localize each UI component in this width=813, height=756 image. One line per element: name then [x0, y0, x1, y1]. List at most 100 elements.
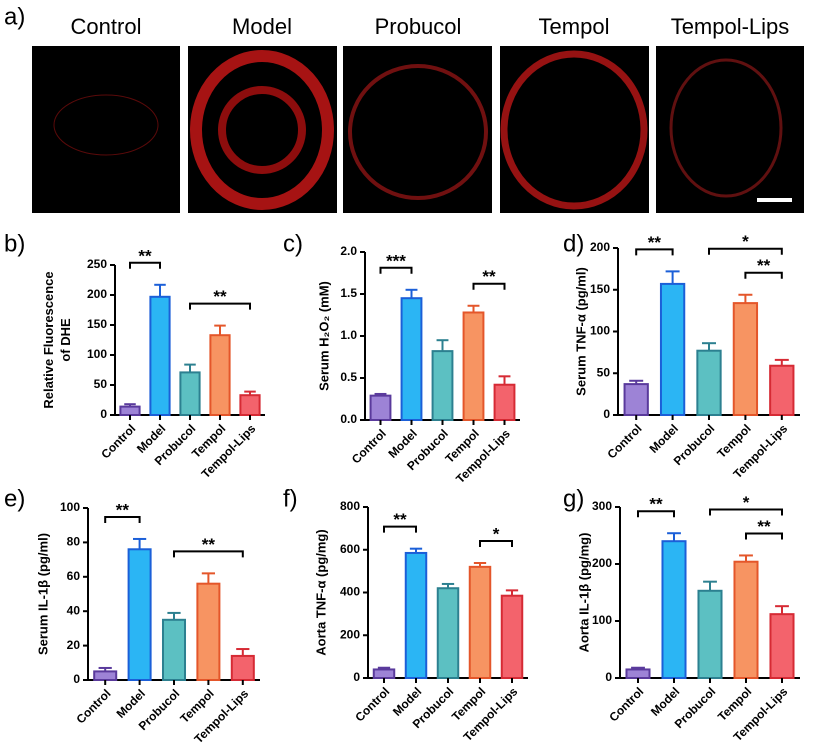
bar	[697, 589, 723, 679]
y-tick-label: 20	[67, 638, 81, 652]
tissue	[348, 64, 488, 200]
y-axis-title: Serum TNF-α (pg/ml)	[573, 267, 588, 396]
y-tick-label: 100	[590, 324, 610, 338]
significance-label: **	[116, 500, 130, 519]
y-tick-label: 200	[592, 556, 612, 570]
significance-bracket	[173, 550, 244, 558]
micrograph	[656, 46, 804, 213]
y-tick-label: 100	[592, 613, 612, 627]
y-tick-label: 150	[87, 317, 107, 331]
bar	[431, 350, 454, 421]
bar	[769, 613, 795, 679]
y-tick-label: 0	[73, 672, 80, 686]
y-axis-title: of DHE	[58, 318, 73, 362]
y-tick-label: 0	[603, 407, 610, 421]
y-axis-title: Serum IL-1β (pg/ml)	[35, 533, 50, 655]
bar	[93, 670, 118, 682]
micrographs	[32, 46, 804, 213]
panel-label: d)	[563, 230, 584, 257]
significance-label: *	[493, 524, 500, 543]
tissue	[53, 94, 159, 156]
significance-bracket	[104, 515, 141, 523]
significance-bracket	[479, 540, 513, 548]
x-tick-label: Model	[648, 684, 682, 718]
y-tick-label: 0	[353, 670, 360, 684]
y-tick-label: 50	[94, 377, 108, 391]
bar	[769, 364, 795, 416]
bar	[500, 594, 524, 679]
y-axis-title: Serum H₂O₂ (mM)	[316, 281, 331, 391]
bar	[127, 548, 152, 682]
y-tick-label: 60	[67, 569, 81, 583]
bar	[732, 302, 759, 416]
tissue	[500, 50, 648, 210]
bar	[623, 383, 649, 417]
y-axis-title: Aorta TNF-α (pg/mg)	[313, 529, 328, 655]
bar	[209, 334, 231, 417]
y-tick-label: 800	[340, 499, 360, 513]
significance-label: *	[743, 493, 750, 512]
bar	[119, 405, 141, 417]
significance-bracket	[744, 271, 783, 279]
x-tick-label: Control	[74, 686, 114, 726]
significance-label: **	[757, 517, 771, 536]
panel-label: c)	[283, 230, 303, 257]
bar	[661, 540, 687, 680]
y-tick-label: 200	[340, 627, 360, 641]
y-tick-label: 100	[87, 347, 107, 361]
significance-label: **	[482, 267, 496, 286]
y-axis-title: Relative Fluorescence	[41, 271, 56, 408]
significance-bracket	[637, 510, 675, 518]
y-tick-label: 250	[87, 257, 107, 271]
y-tick-label: 200	[590, 240, 610, 254]
bar	[400, 297, 423, 422]
bar	[733, 560, 759, 679]
image-label: Probucol	[375, 14, 462, 39]
significance-bracket	[708, 247, 783, 255]
panel-label: e)	[4, 485, 25, 512]
tissue	[669, 58, 783, 198]
significance-label: **	[649, 495, 663, 514]
x-tick-label: Control	[98, 421, 138, 461]
image-label: Model	[232, 14, 292, 39]
significance-label: **	[648, 233, 662, 252]
image-label: Tempol-Lips	[671, 14, 790, 39]
micrograph	[32, 46, 180, 213]
x-tick-label: Control	[352, 684, 392, 724]
y-tick-label: 100	[60, 500, 80, 514]
panel-label: a)	[4, 3, 25, 30]
y-tick-label: 1.0	[340, 328, 357, 342]
significance-bracket	[379, 266, 413, 274]
bar	[230, 654, 255, 681]
y-tick-label: 150	[590, 282, 610, 296]
bar	[659, 282, 686, 416]
bar	[404, 551, 428, 679]
y-axis-title: Aorta IL-1β (pg/mg)	[576, 533, 591, 653]
significance-bracket	[189, 302, 251, 310]
y-tick-label: 50	[597, 365, 611, 379]
y-tick-label: 40	[67, 603, 81, 617]
significance-bracket	[472, 282, 506, 290]
bar	[179, 371, 201, 416]
panel-label: f)	[283, 485, 298, 512]
tissue	[218, 86, 306, 174]
x-tick-label: Control	[605, 421, 645, 461]
x-tick-label: Control	[606, 684, 646, 724]
tissue	[190, 50, 334, 210]
y-tick-label: 0	[100, 407, 107, 421]
significance-label: **	[757, 256, 771, 275]
bar	[196, 582, 221, 681]
significance-label: **	[202, 535, 216, 554]
micrograph	[188, 46, 337, 213]
y-tick-label: 0.5	[340, 370, 357, 384]
y-tick-label: 80	[67, 535, 81, 549]
significance-label: **	[393, 510, 407, 529]
significance-bracket	[709, 508, 783, 516]
significance-label: **	[138, 246, 152, 265]
panel-label: b)	[4, 230, 25, 257]
bar	[149, 295, 171, 416]
image-label: Control	[71, 14, 142, 39]
panel-label: g)	[563, 485, 584, 512]
bar	[462, 311, 485, 422]
micrograph	[343, 46, 492, 213]
